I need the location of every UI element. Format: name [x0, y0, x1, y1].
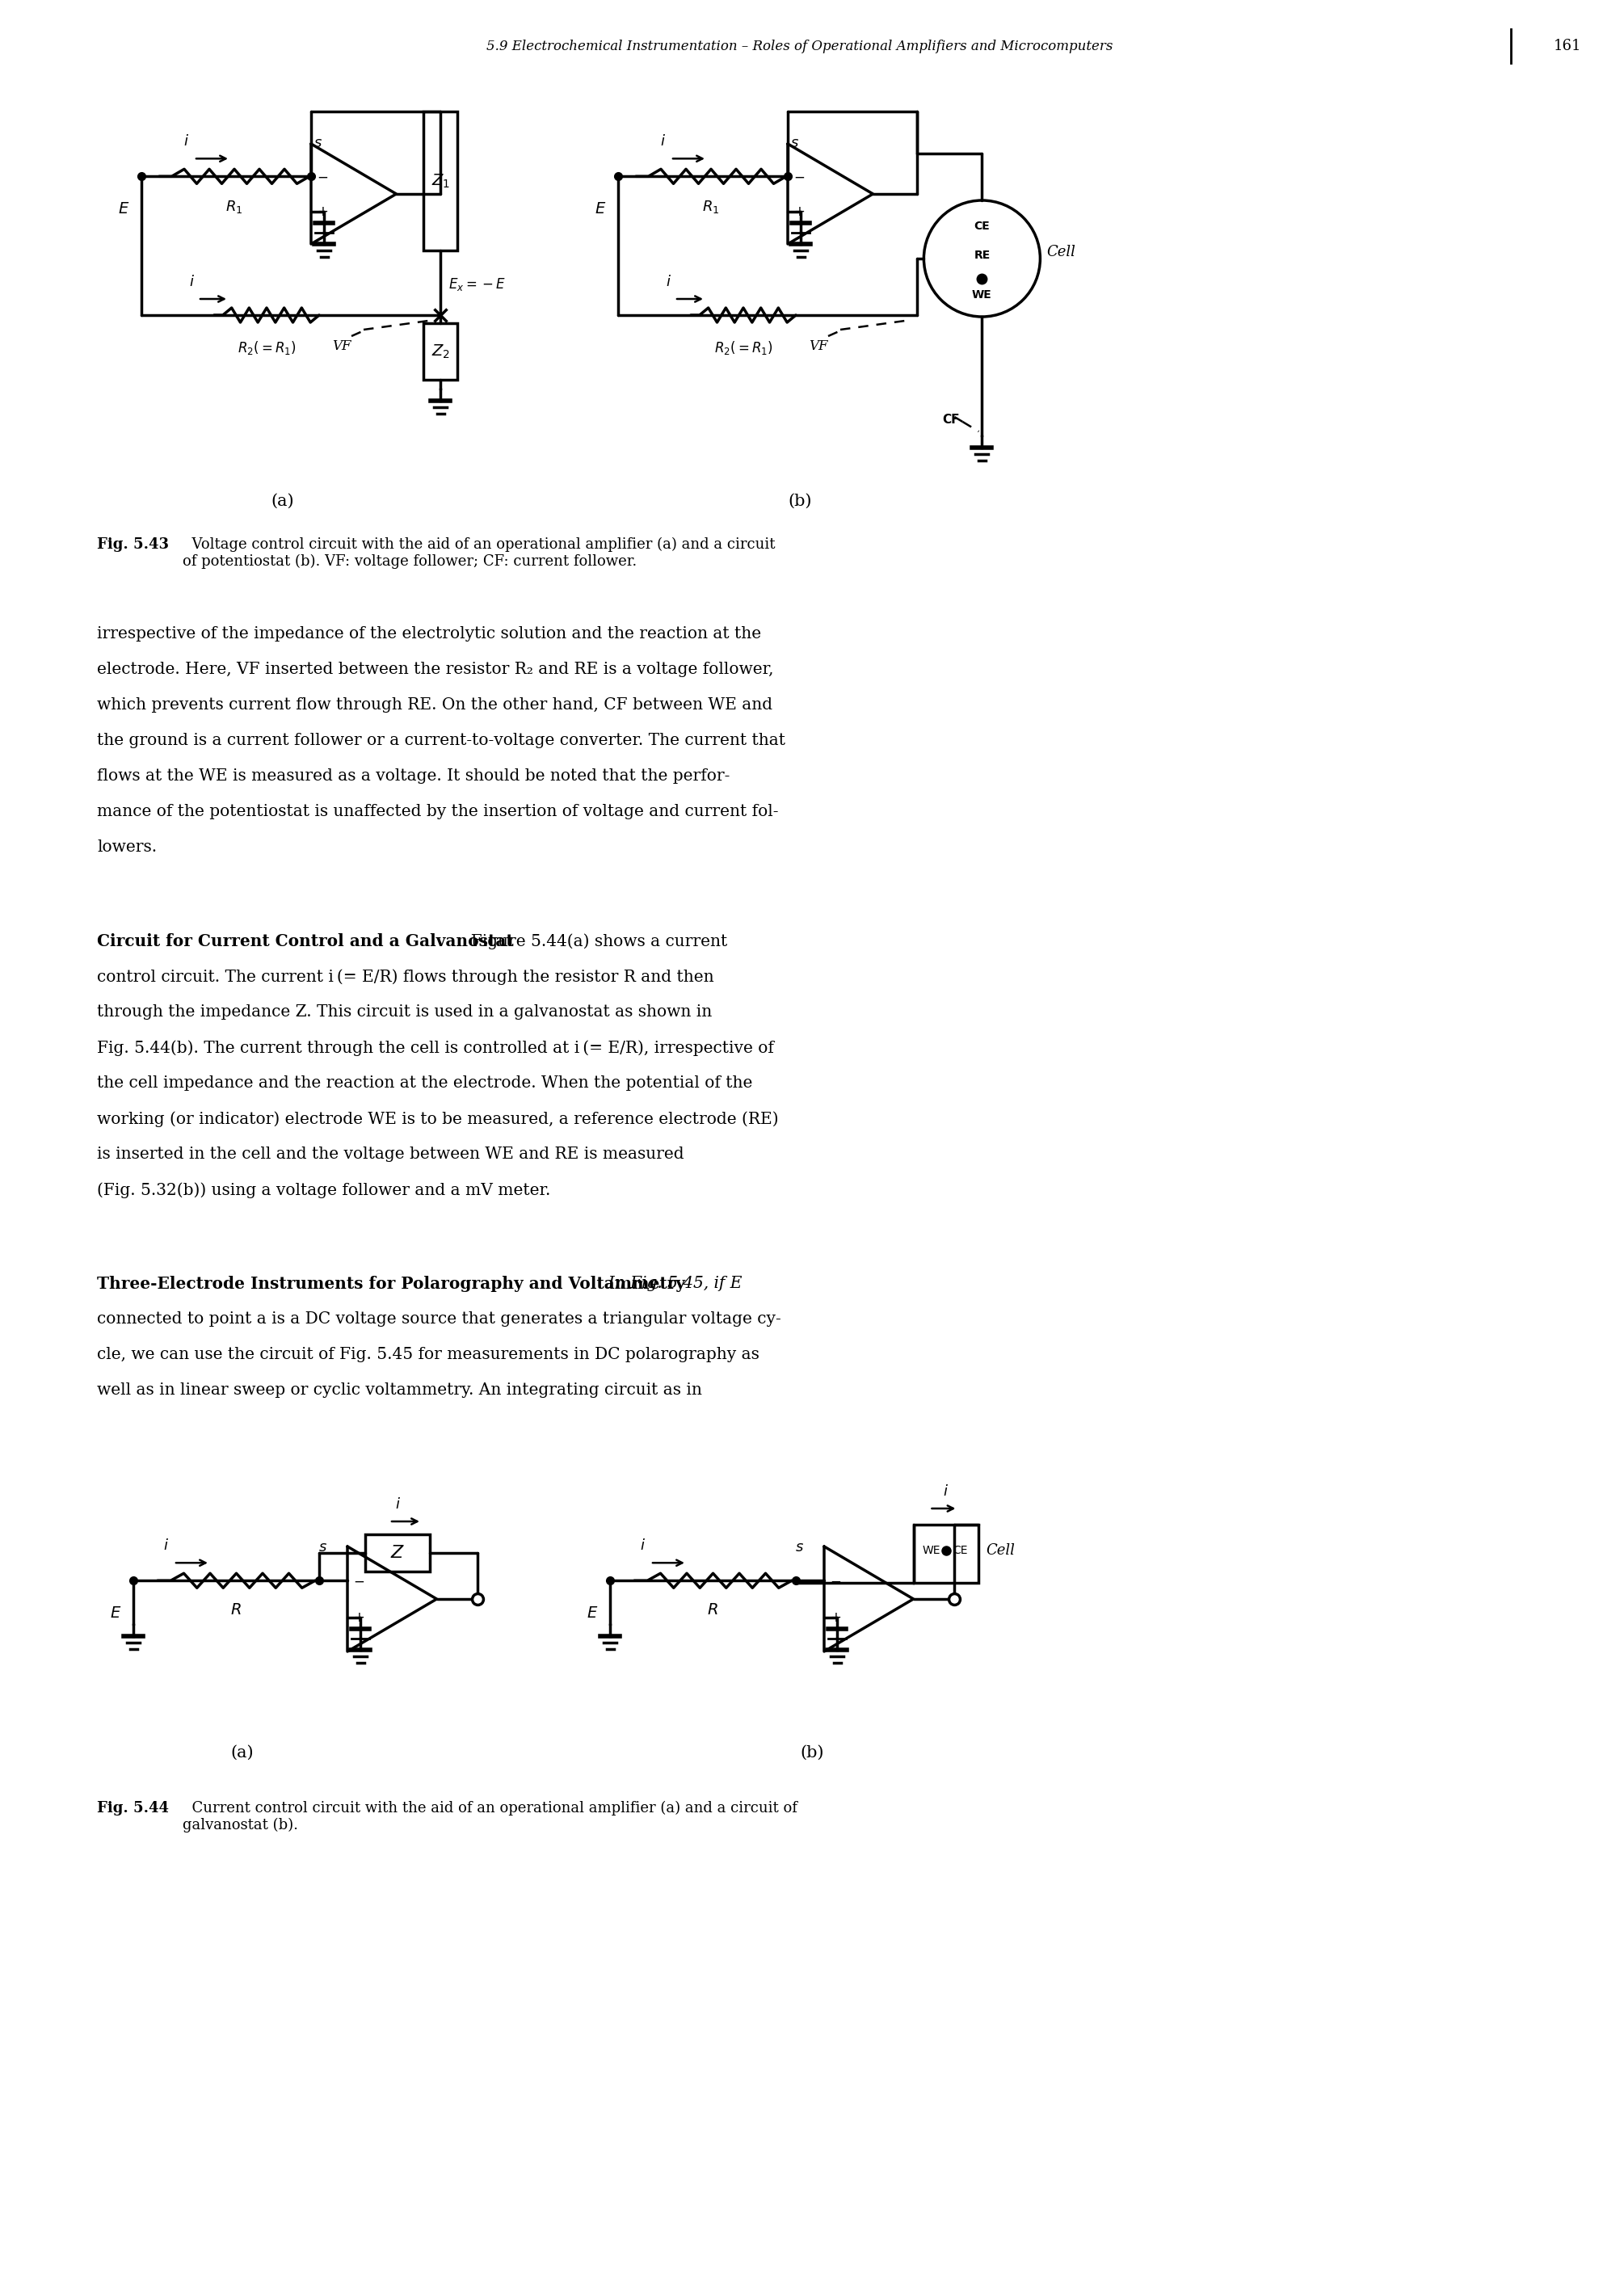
Text: well as in linear sweep or cyclic voltammetry. An integrating circuit as in: well as in linear sweep or cyclic voltam… [97, 1383, 702, 1399]
Text: $i$: $i$ [944, 1483, 948, 1499]
Text: working (or indicator) electrode WE is to be measured, a reference electrode (RE: working (or indicator) electrode WE is t… [97, 1110, 778, 1126]
Text: $Z_2$: $Z_2$ [432, 343, 450, 359]
Text: $s$: $s$ [789, 135, 799, 151]
Text: $E$: $E$ [586, 1607, 598, 1621]
Text: Fig. 5.44(b). The current through the cell is controlled at i (= E/R), irrespect: Fig. 5.44(b). The current through the ce… [97, 1039, 775, 1055]
Text: 161: 161 [1554, 39, 1582, 53]
Text: $s$: $s$ [796, 1540, 804, 1554]
Text: (Fig. 5.32(b)) using a voltage follower and a mV meter.: (Fig. 5.32(b)) using a voltage follower … [97, 1181, 551, 1197]
Text: lowers.: lowers. [97, 840, 158, 854]
Text: $i$: $i$ [184, 135, 188, 149]
Text: is inserted in the cell and the voltage between WE and RE is measured: is inserted in the cell and the voltage … [97, 1147, 684, 1163]
Text: $R_2(=R_1)$: $R_2(=R_1)$ [237, 339, 296, 357]
Text: electrode. Here, VF inserted between the resistor R₂ and RE is a voltage followe: electrode. Here, VF inserted between the… [97, 662, 773, 678]
Text: mance of the potentiostat is unaffected by the insertion of voltage and current : mance of the potentiostat is unaffected … [97, 803, 778, 819]
Text: $s$: $s$ [318, 1540, 328, 1554]
Text: (b): (b) [788, 492, 812, 508]
Text: $-$: $-$ [794, 169, 806, 183]
Text: flows at the WE is measured as a voltage. It should be noted that the perfor-: flows at the WE is measured as a voltage… [97, 769, 729, 783]
Text: CE: CE [974, 222, 991, 231]
Text: $i$: $i$ [666, 275, 671, 288]
Text: $Z$: $Z$ [390, 1545, 404, 1561]
Text: $R_1$: $R_1$ [702, 199, 719, 215]
Text: $R_1$: $R_1$ [226, 199, 244, 215]
Text: $i$: $i$ [188, 275, 195, 288]
Text: Circuit for Current Control and a Galvanostat: Circuit for Current Control and a Galvan… [97, 934, 513, 950]
Text: $Z_1$: $Z_1$ [432, 172, 450, 190]
Text: Three-Electrode Instruments for Polarography and Voltammetry: Three-Electrode Instruments for Polarogr… [97, 1275, 685, 1291]
Text: through the impedance Z. This circuit is used in a galvanostat as shown in: through the impedance Z. This circuit is… [97, 1005, 711, 1019]
Bar [424, 323, 458, 380]
Text: $E$: $E$ [119, 201, 130, 217]
Text: 5.9 Electrochemical Instrumentation – Roles of Operational Amplifiers and Microc: 5.9 Electrochemical Instrumentation – Ro… [487, 39, 1112, 53]
Text: (a): (a) [271, 492, 294, 508]
Text: In Fig. 5.45, if E: In Fig. 5.45, if E [598, 1275, 742, 1291]
Text: $E$: $E$ [110, 1607, 122, 1621]
Text: Figure 5.44(a) shows a current: Figure 5.44(a) shows a current [461, 934, 728, 950]
Text: $+$: $+$ [830, 1609, 841, 1625]
Text: $E_x=-E$: $E_x=-E$ [448, 277, 507, 293]
Text: $+$: $+$ [794, 204, 806, 220]
Text: $+$: $+$ [317, 204, 328, 220]
Text: VF: VF [333, 339, 351, 353]
Text: $R_2(=R_1)$: $R_2(=R_1)$ [715, 339, 773, 357]
Text: Fig. 5.44: Fig. 5.44 [97, 1801, 169, 1815]
Text: $i$: $i$ [640, 1538, 645, 1554]
Text: (a): (a) [231, 1744, 253, 1760]
Text: $E$: $E$ [594, 201, 606, 217]
Text: VF: VF [809, 339, 828, 353]
Bar [365, 1534, 430, 1573]
Text: $R$: $R$ [231, 1602, 242, 1618]
Text: CE: CE [953, 1545, 968, 1557]
Text: which prevents current flow through RE. On the other hand, CF between WE and: which prevents current flow through RE. … [97, 698, 773, 712]
Text: $+$: $+$ [352, 1609, 364, 1625]
Text: Cell: Cell [986, 1543, 1015, 1559]
Text: the cell impedance and the reaction at the electrode. When the potential of the: the cell impedance and the reaction at t… [97, 1076, 752, 1092]
Text: $i$: $i$ [659, 135, 666, 149]
Text: $-$: $-$ [830, 1573, 841, 1589]
Text: $-$: $-$ [317, 169, 328, 183]
Text: $R$: $R$ [706, 1602, 718, 1618]
Text: Cell: Cell [1046, 245, 1075, 259]
Text: CF: CF [942, 414, 960, 426]
Bar [424, 112, 458, 250]
Text: WE: WE [922, 1545, 940, 1557]
Text: Current control circuit with the aid of an operational amplifier (a) and a circu: Current control circuit with the aid of … [182, 1801, 797, 1833]
Text: $s$: $s$ [313, 135, 322, 151]
Text: cle, we can use the circuit of Fig. 5.45 for measurements in DC polarography as: cle, we can use the circuit of Fig. 5.45… [97, 1346, 760, 1362]
Text: $-$: $-$ [352, 1573, 364, 1589]
Text: $i$: $i$ [162, 1538, 169, 1554]
Text: control circuit. The current i (= E/R) flows through the resistor R and then: control circuit. The current i (= E/R) f… [97, 968, 715, 984]
Text: irrespective of the impedance of the electrolytic solution and the reaction at t: irrespective of the impedance of the ele… [97, 627, 762, 641]
Text: WE: WE [973, 288, 992, 300]
Text: Voltage control circuit with the aid of an operational amplifier (a) and a circu: Voltage control circuit with the aid of … [182, 538, 775, 570]
Text: the ground is a current follower or a current-to-voltage converter. The current : the ground is a current follower or a cu… [97, 732, 786, 749]
Text: RE: RE [974, 250, 991, 261]
Text: (b): (b) [801, 1744, 823, 1760]
Text: Fig. 5.43: Fig. 5.43 [97, 538, 169, 552]
Text: $i$: $i$ [395, 1497, 400, 1511]
Text: connected to point a is a DC voltage source that generates a triangular voltage : connected to point a is a DC voltage sou… [97, 1312, 781, 1328]
Bar [913, 1524, 978, 1582]
